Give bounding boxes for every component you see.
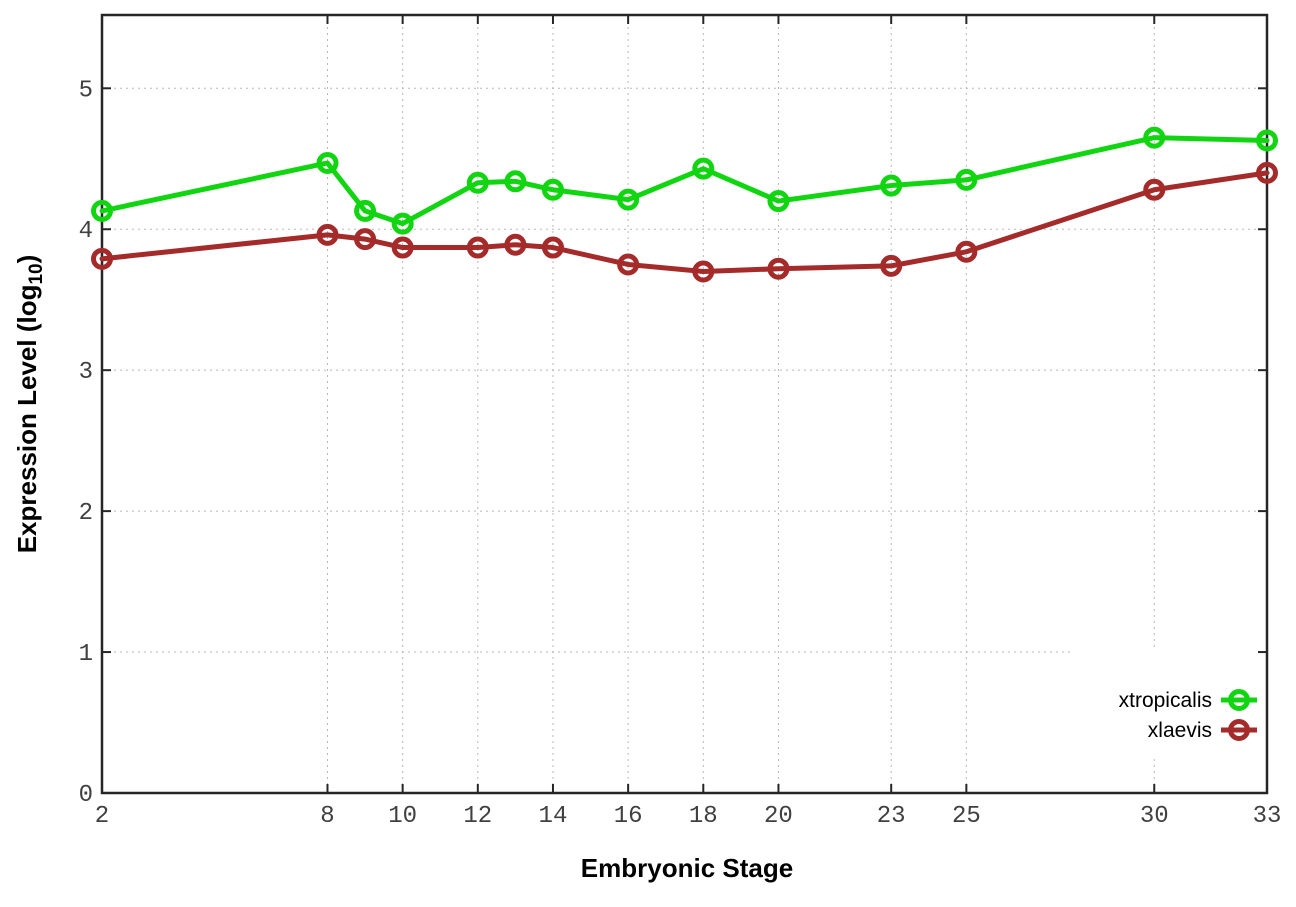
data-point-xlaevis xyxy=(955,240,978,263)
axis-ticks xyxy=(101,15,1268,794)
data-point-xtropicalis xyxy=(504,170,527,193)
data-point-xtropicalis xyxy=(391,212,414,235)
data-point-xtropicalis xyxy=(316,151,339,174)
data-point-xtropicalis xyxy=(880,174,903,197)
data-point-xlaevis xyxy=(504,233,527,256)
y-tick-label: 4 xyxy=(79,218,93,245)
y-tick-label: 5 xyxy=(79,77,93,104)
x-tick-label: 18 xyxy=(689,803,718,830)
data-point-xlaevis xyxy=(692,260,715,283)
x-tick-label: 33 xyxy=(1253,803,1282,830)
x-tick-label: 10 xyxy=(388,803,417,830)
data-point-xtropicalis xyxy=(466,171,489,194)
x-tick-label: 14 xyxy=(539,803,568,830)
x-tick-label: 12 xyxy=(463,803,492,830)
plot-frame xyxy=(100,13,1269,795)
data-point-xtropicalis xyxy=(1143,126,1166,149)
data-point-xtropicalis xyxy=(617,188,640,211)
data-point-xlaevis xyxy=(1256,161,1278,184)
data-point-xlaevis xyxy=(391,236,414,259)
legend-label-xlaevis: xlaevis xyxy=(1148,719,1212,742)
data-point-xlaevis xyxy=(354,228,377,251)
data-point-xtropicalis xyxy=(1256,129,1278,152)
gridlines xyxy=(102,15,1267,793)
data-point-xlaevis xyxy=(880,254,903,277)
data-series xyxy=(91,126,1278,283)
x-tick-label: 2 xyxy=(95,803,109,830)
data-point-xtropicalis xyxy=(692,157,715,180)
series-line-xlaevis xyxy=(99,170,1270,275)
data-point-xlaevis xyxy=(1143,178,1166,201)
data-point-xtropicalis xyxy=(91,199,113,222)
data-point-xtropicalis xyxy=(354,199,377,222)
y-axis-title: Expression Level (log10) xyxy=(12,255,47,554)
data-point-xlaevis xyxy=(541,236,564,259)
legend-label-xtropicalis: xtropicalis xyxy=(1119,689,1212,712)
y-tick-label: 0 xyxy=(79,782,93,809)
data-point-xlaevis xyxy=(91,247,113,270)
data-point-xlaevis xyxy=(767,257,790,280)
x-tick-label: 20 xyxy=(764,803,793,830)
data-point-xtropicalis xyxy=(541,178,564,201)
data-point-xtropicalis xyxy=(767,190,790,213)
x-tick-label: 30 xyxy=(1140,803,1169,830)
y-tick-label: 2 xyxy=(79,500,93,527)
x-tick-label: 16 xyxy=(614,803,643,830)
x-axis-title: Embryonic Stage xyxy=(581,853,793,883)
x-tick-label: 23 xyxy=(877,803,906,830)
data-point-xlaevis xyxy=(617,253,640,276)
data-point-xtropicalis xyxy=(955,168,978,191)
plot-border xyxy=(100,13,1269,795)
legend-sample-marker-xlaevis xyxy=(1228,719,1250,741)
x-tick-label: 8 xyxy=(320,803,334,830)
y-tick-label: 1 xyxy=(79,641,93,668)
data-point-xlaevis xyxy=(466,236,489,259)
legend-sample-marker-xtropicalis xyxy=(1228,689,1250,711)
legend: xtropicalis xlaevis xyxy=(1119,689,1257,742)
data-point-xlaevis xyxy=(316,223,339,246)
x-tick-label: 25 xyxy=(952,803,981,830)
y-tick-label: 3 xyxy=(79,359,93,386)
